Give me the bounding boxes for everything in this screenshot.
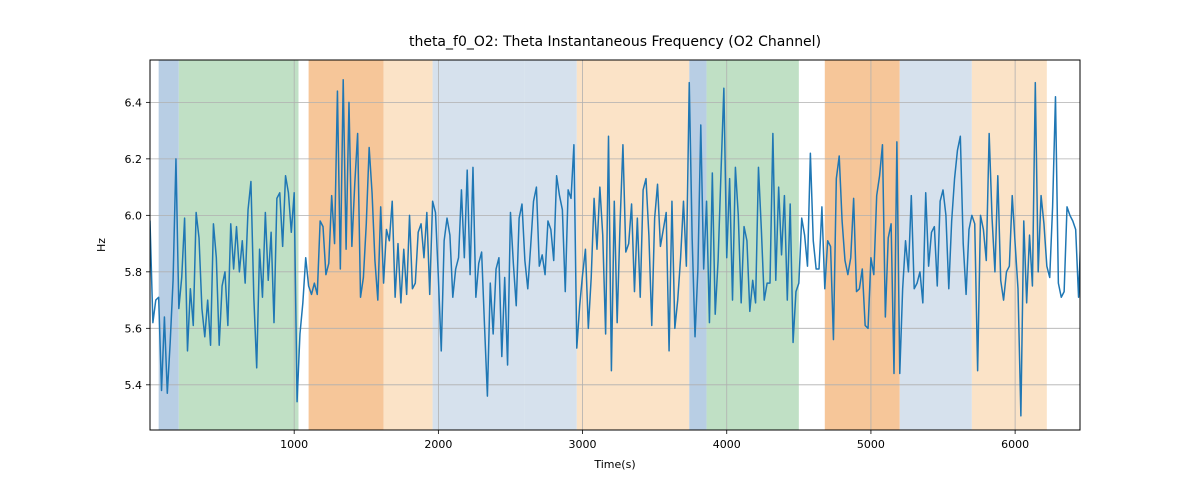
y-tick-label: 5.6 — [125, 322, 143, 335]
chart-title: theta_f0_O2: Theta Instantaneous Frequen… — [409, 34, 821, 50]
x-tick-label: 3000 — [569, 438, 597, 451]
y-tick-label: 6.0 — [125, 209, 143, 222]
band-1 — [179, 60, 299, 430]
y-axis-label: Hz — [95, 238, 108, 252]
y-tick-label: 6.2 — [125, 153, 143, 166]
x-tick-label: 5000 — [857, 438, 885, 451]
x-tick-label: 2000 — [424, 438, 452, 451]
y-tick-label: 6.4 — [125, 96, 143, 109]
x-tick-label: 1000 — [280, 438, 308, 451]
x-tick-label: 6000 — [1001, 438, 1029, 451]
band-5 — [525, 60, 577, 430]
y-tick-label: 5.4 — [125, 379, 143, 392]
band-8 — [707, 60, 799, 430]
x-axis-label: Time(s) — [593, 458, 635, 471]
band-4 — [433, 60, 525, 430]
y-tick-label: 5.8 — [125, 266, 143, 279]
x-tick-label: 4000 — [713, 438, 741, 451]
chart-container: 1000 2000 3000 4000 5000 6000 5.4 5.6 5.8 6.0 6.2 6… — [0, 0, 1200, 500]
chart-svg: 1000 2000 3000 4000 5000 6000 5.4 5.6 5.8 6.0 6.2 6… — [0, 0, 1200, 500]
